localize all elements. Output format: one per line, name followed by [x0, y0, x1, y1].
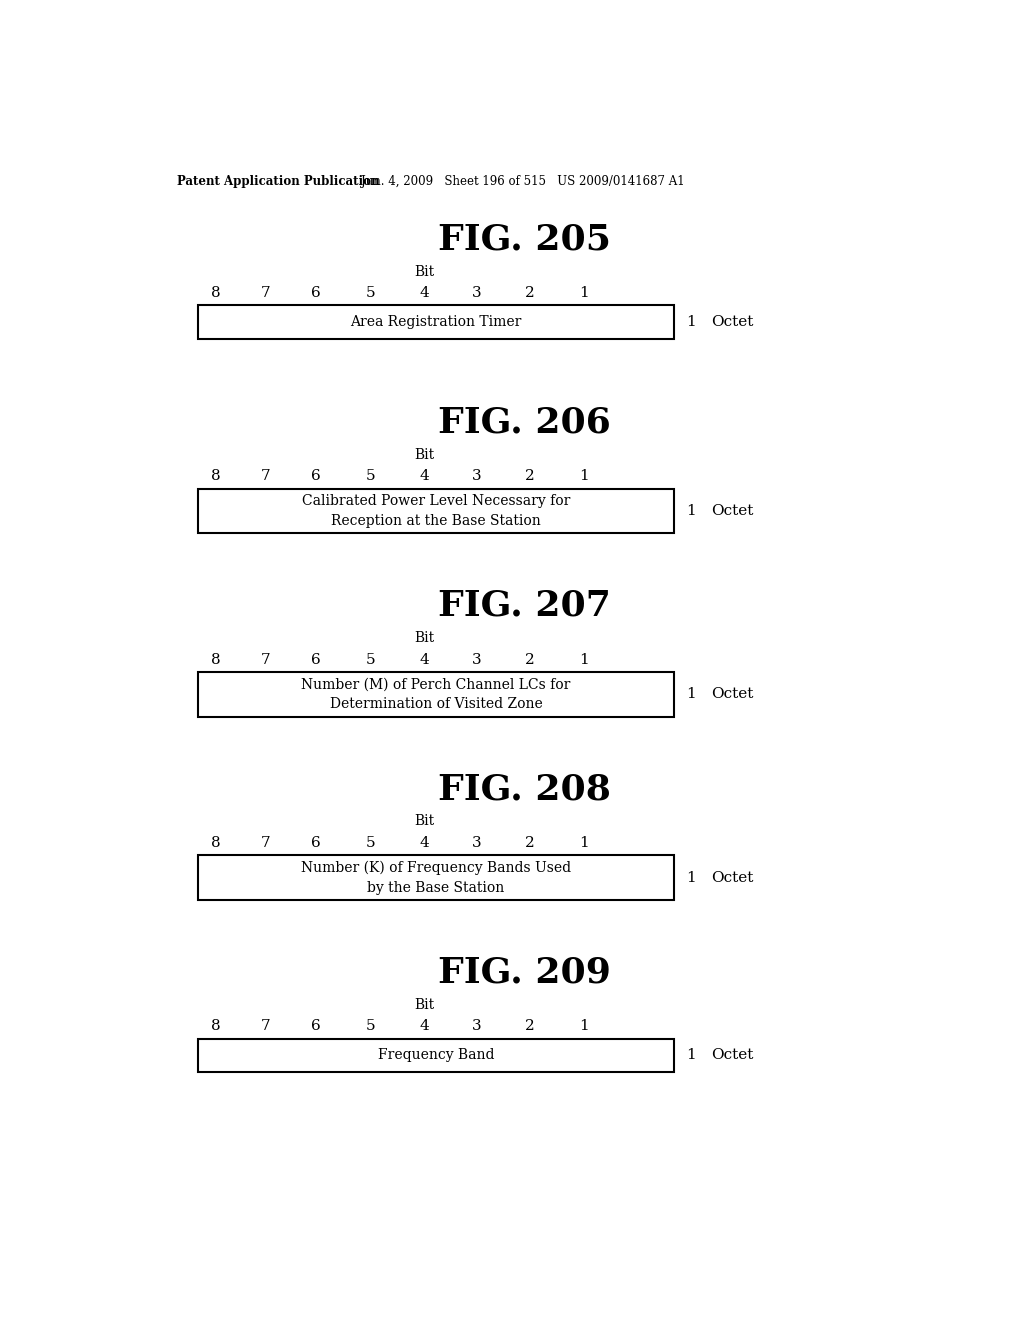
Text: Octet: Octet	[712, 315, 754, 330]
Text: 4: 4	[420, 652, 430, 667]
Text: Bit: Bit	[415, 998, 435, 1011]
Text: 4: 4	[420, 286, 430, 300]
Text: Bit: Bit	[415, 814, 435, 829]
Text: 8: 8	[211, 836, 220, 850]
Text: Octet: Octet	[712, 688, 754, 701]
Text: 5: 5	[366, 470, 376, 483]
Bar	[198, 488, 675, 533]
Text: Number (M) of Perch Channel LCs for: Number (M) of Perch Channel LCs for	[301, 677, 570, 692]
Text: Octet: Octet	[712, 1048, 754, 1063]
Text: 4: 4	[420, 836, 430, 850]
Text: 6: 6	[311, 1019, 322, 1034]
Text: Bit: Bit	[415, 264, 435, 279]
Text: FIG. 208: FIG. 208	[438, 772, 611, 807]
Text: Octet: Octet	[712, 871, 754, 884]
Text: FIG. 207: FIG. 207	[438, 589, 611, 623]
Text: Area Registration Timer: Area Registration Timer	[350, 315, 522, 330]
Text: 8: 8	[211, 470, 220, 483]
Text: FIG. 206: FIG. 206	[438, 405, 611, 440]
Text: 6: 6	[311, 836, 322, 850]
Text: FIG. 209: FIG. 209	[438, 956, 611, 989]
Text: 5: 5	[366, 652, 376, 667]
Bar	[198, 1039, 675, 1072]
Text: 1: 1	[579, 286, 589, 300]
Bar	[198, 672, 675, 717]
Text: 5: 5	[366, 286, 376, 300]
Text: Jun. 4, 2009   Sheet 196 of 515   US 2009/0141687 A1: Jun. 4, 2009 Sheet 196 of 515 US 2009/01…	[360, 176, 684, 187]
Text: 4: 4	[420, 470, 430, 483]
Text: 3: 3	[472, 836, 481, 850]
Text: 8: 8	[211, 652, 220, 667]
Text: 2: 2	[524, 652, 535, 667]
Bar	[198, 855, 675, 900]
Text: Frequency Band: Frequency Band	[378, 1048, 495, 1063]
Text: 5: 5	[366, 1019, 376, 1034]
Text: 6: 6	[311, 652, 322, 667]
Text: 4: 4	[420, 1019, 430, 1034]
Text: 3: 3	[472, 652, 481, 667]
Text: 7: 7	[261, 470, 270, 483]
Text: 8: 8	[211, 286, 220, 300]
Text: Octet: Octet	[712, 504, 754, 517]
Text: 1: 1	[579, 1019, 589, 1034]
Text: 1: 1	[686, 688, 696, 701]
Text: 2: 2	[524, 286, 535, 300]
Text: 1: 1	[579, 470, 589, 483]
Text: Bit: Bit	[415, 447, 435, 462]
Text: by the Base Station: by the Base Station	[368, 880, 505, 895]
Text: Determination of Visited Zone: Determination of Visited Zone	[330, 697, 543, 711]
Text: 3: 3	[472, 286, 481, 300]
Text: 6: 6	[311, 470, 322, 483]
Text: 1: 1	[686, 1048, 696, 1063]
Text: 1: 1	[686, 504, 696, 517]
Text: 1: 1	[686, 871, 696, 884]
Text: Reception at the Base Station: Reception at the Base Station	[331, 513, 541, 528]
Text: 1: 1	[686, 315, 696, 330]
Text: 1: 1	[579, 652, 589, 667]
Text: 2: 2	[524, 1019, 535, 1034]
Text: Patent Application Publication: Patent Application Publication	[177, 176, 379, 187]
Text: 7: 7	[261, 286, 270, 300]
Text: Bit: Bit	[415, 631, 435, 645]
Text: 6: 6	[311, 286, 322, 300]
Text: 7: 7	[261, 652, 270, 667]
Text: 5: 5	[366, 836, 376, 850]
Text: 1: 1	[579, 836, 589, 850]
Text: 8: 8	[211, 1019, 220, 1034]
Bar	[198, 305, 675, 339]
Text: 7: 7	[261, 1019, 270, 1034]
Text: 3: 3	[472, 470, 481, 483]
Text: FIG. 205: FIG. 205	[438, 222, 611, 256]
Text: Number (K) of Frequency Bands Used: Number (K) of Frequency Bands Used	[301, 861, 571, 875]
Text: 2: 2	[524, 470, 535, 483]
Text: 2: 2	[524, 836, 535, 850]
Text: 7: 7	[261, 836, 270, 850]
Text: 3: 3	[472, 1019, 481, 1034]
Text: Calibrated Power Level Necessary for: Calibrated Power Level Necessary for	[302, 494, 570, 508]
